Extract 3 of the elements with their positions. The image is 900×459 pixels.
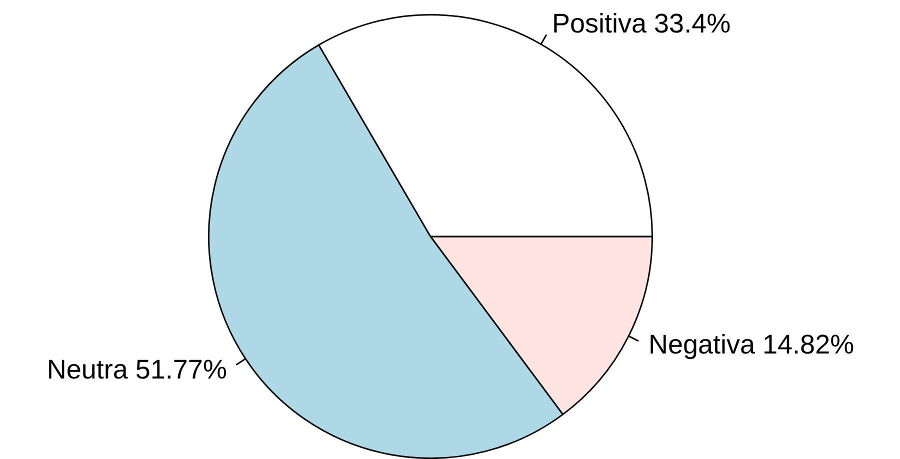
slice-label: Negativa 14.82% <box>648 329 854 360</box>
slice-label: Neutra 51.77% <box>46 354 227 384</box>
slice-label: Positiva 33.4% <box>552 8 731 38</box>
